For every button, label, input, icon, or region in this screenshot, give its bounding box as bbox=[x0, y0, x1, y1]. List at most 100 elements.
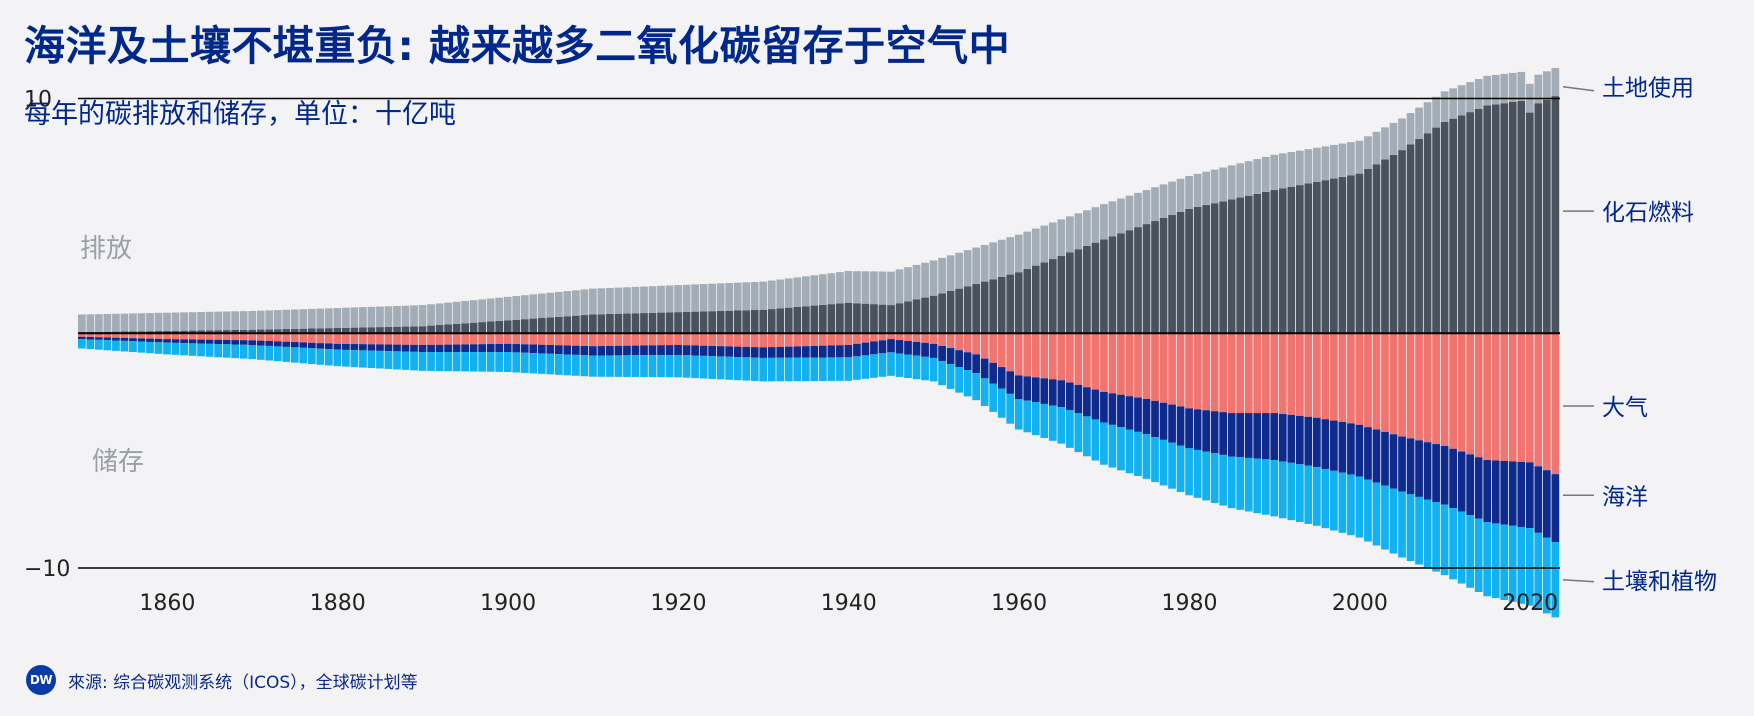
bar-land_use-1863 bbox=[188, 312, 197, 331]
bar-atmosphere-1923 bbox=[699, 333, 708, 346]
bar-ocean-1984 bbox=[1219, 412, 1228, 455]
bar-land_sink-1858 bbox=[146, 341, 154, 354]
legend-label-ocean: 海洋 bbox=[1602, 484, 1648, 510]
bar-atmosphere-1945 bbox=[887, 333, 895, 340]
bar-ocean-1865 bbox=[205, 339, 214, 344]
bar-fossil-2018 bbox=[1508, 102, 1517, 334]
bar-ocean-1956 bbox=[980, 358, 989, 379]
bar-fossil-1916 bbox=[640, 313, 648, 334]
bar-land_sink-1886 bbox=[384, 351, 393, 369]
bar-fossil-2013 bbox=[1466, 112, 1475, 334]
bar-fossil-1865 bbox=[205, 330, 214, 334]
bar-atmosphere-1894 bbox=[452, 333, 461, 345]
bar-atmosphere-1931 bbox=[767, 333, 776, 348]
bar-land_use-1919 bbox=[665, 285, 674, 313]
bar-ocean-1907 bbox=[563, 345, 572, 355]
bar-ocean-2023 bbox=[1551, 474, 1560, 543]
bar-atmosphere-1869 bbox=[239, 333, 248, 341]
bar-fossil-2000 bbox=[1355, 173, 1364, 334]
bar-ocean-1997 bbox=[1330, 420, 1338, 471]
bar-land_use-1870 bbox=[248, 310, 257, 330]
bar-atmosphere-1973 bbox=[1125, 333, 1134, 397]
bar-atmosphere-1861 bbox=[171, 333, 180, 340]
bar-ocean-1908 bbox=[572, 345, 580, 355]
bar-atmosphere-1981 bbox=[1193, 333, 1202, 410]
bar-land_use-1979 bbox=[1176, 178, 1185, 212]
bar-ocean-2007 bbox=[1415, 440, 1423, 497]
bar-atmosphere-2001 bbox=[1364, 333, 1372, 428]
bar-land_use-1895 bbox=[461, 300, 469, 324]
bar-fossil-1862 bbox=[180, 330, 188, 334]
bar-ocean-2017 bbox=[1500, 460, 1509, 525]
bar-atmosphere-1968 bbox=[1083, 333, 1091, 388]
bar-atmosphere-2013 bbox=[1466, 333, 1475, 455]
bar-fossil-1861 bbox=[171, 330, 180, 334]
bar-ocean-1932 bbox=[776, 346, 785, 358]
bar-ocean-1935 bbox=[801, 346, 810, 358]
bar-land_sink-1909 bbox=[580, 355, 589, 377]
bar-land_sink-1882 bbox=[350, 350, 359, 368]
bar-fossil-1944 bbox=[878, 304, 887, 334]
bar-land_sink-1880 bbox=[333, 349, 342, 367]
bar-land_sink-2019 bbox=[1517, 526, 1526, 604]
bar-ocean-1972 bbox=[1117, 394, 1125, 428]
bar-ocean-1994 bbox=[1304, 416, 1313, 466]
bar-ocean-1954 bbox=[963, 352, 972, 371]
bar-atmosphere-1995 bbox=[1313, 333, 1321, 418]
bar-atmosphere-1996 bbox=[1321, 333, 1330, 420]
bar-land_sink-1919 bbox=[665, 355, 674, 378]
bar-atmosphere-1965 bbox=[1057, 333, 1066, 381]
bar-land_use-2008 bbox=[1423, 102, 1432, 134]
bar-land_sink-1883 bbox=[359, 350, 367, 368]
bar-land_use-1917 bbox=[648, 286, 657, 313]
bar-land_sink-1918 bbox=[657, 355, 665, 378]
bar-fossil-1949 bbox=[921, 297, 929, 334]
dw-logo-icon[interactable]: DW bbox=[26, 665, 56, 695]
bar-ocean-1985 bbox=[1227, 413, 1236, 457]
bar-ocean-1891 bbox=[427, 344, 435, 353]
bar-atmosphere-1962 bbox=[1031, 333, 1040, 378]
bar-land_use-1920 bbox=[674, 285, 682, 313]
bar-land_sink-1893 bbox=[444, 352, 452, 372]
bar-atmosphere-1978 bbox=[1168, 333, 1176, 405]
bar-atmosphere-1906 bbox=[554, 333, 563, 346]
bar-fossil-1919 bbox=[665, 312, 674, 334]
bar-land_sink-1993 bbox=[1295, 464, 1304, 523]
bar-fossil-1997 bbox=[1330, 178, 1338, 334]
bar-fossil-1927 bbox=[733, 310, 742, 334]
x-tick-label: 1920 bbox=[650, 591, 706, 616]
bar-atmosphere-1963 bbox=[1040, 333, 1049, 379]
bar-fossil-1975 bbox=[1142, 224, 1151, 334]
bar-land_sink-1995 bbox=[1313, 467, 1321, 526]
bar-atmosphere-1907 bbox=[563, 333, 572, 346]
bar-land_sink-1990 bbox=[1270, 460, 1279, 517]
bar-atmosphere-2010 bbox=[1440, 333, 1449, 446]
bar-land_use-1939 bbox=[836, 272, 844, 304]
bar-atmosphere-1967 bbox=[1074, 333, 1083, 385]
bar-atmosphere-1999 bbox=[1347, 333, 1355, 424]
bar-land_sink-2010 bbox=[1440, 504, 1449, 576]
bar-land_sink-1978 bbox=[1168, 442, 1176, 489]
bar-land_sink-1992 bbox=[1287, 462, 1296, 521]
bar-fossil-1898 bbox=[486, 321, 495, 334]
bar-fossil-1967 bbox=[1074, 249, 1083, 334]
bar-fossil-1998 bbox=[1338, 176, 1347, 334]
bar-atmosphere-1958 bbox=[997, 333, 1006, 368]
bar-land_use-1903 bbox=[529, 294, 538, 319]
bar-ocean-1854 bbox=[112, 337, 120, 341]
bar-land_sink-1915 bbox=[631, 355, 640, 377]
bar-land_sink-2003 bbox=[1381, 485, 1389, 550]
bar-land_sink-1928 bbox=[742, 357, 751, 381]
bar-fossil-1882 bbox=[350, 327, 359, 334]
bar-atmosphere-1992 bbox=[1287, 333, 1296, 415]
bar-land_use-1970 bbox=[1100, 204, 1108, 240]
bar-land_use-1910 bbox=[589, 288, 597, 315]
bar-land_sink-1890 bbox=[418, 352, 427, 371]
bar-land_use-1961 bbox=[1023, 231, 1032, 269]
bar-land_sink-1854 bbox=[112, 340, 120, 351]
bar-ocean-1980 bbox=[1185, 408, 1193, 449]
bar-fossil-1947 bbox=[904, 301, 912, 334]
bar-ocean-2000 bbox=[1355, 424, 1364, 477]
bar-fossil-1866 bbox=[214, 330, 222, 334]
bar-fossil-2005 bbox=[1398, 150, 1406, 334]
